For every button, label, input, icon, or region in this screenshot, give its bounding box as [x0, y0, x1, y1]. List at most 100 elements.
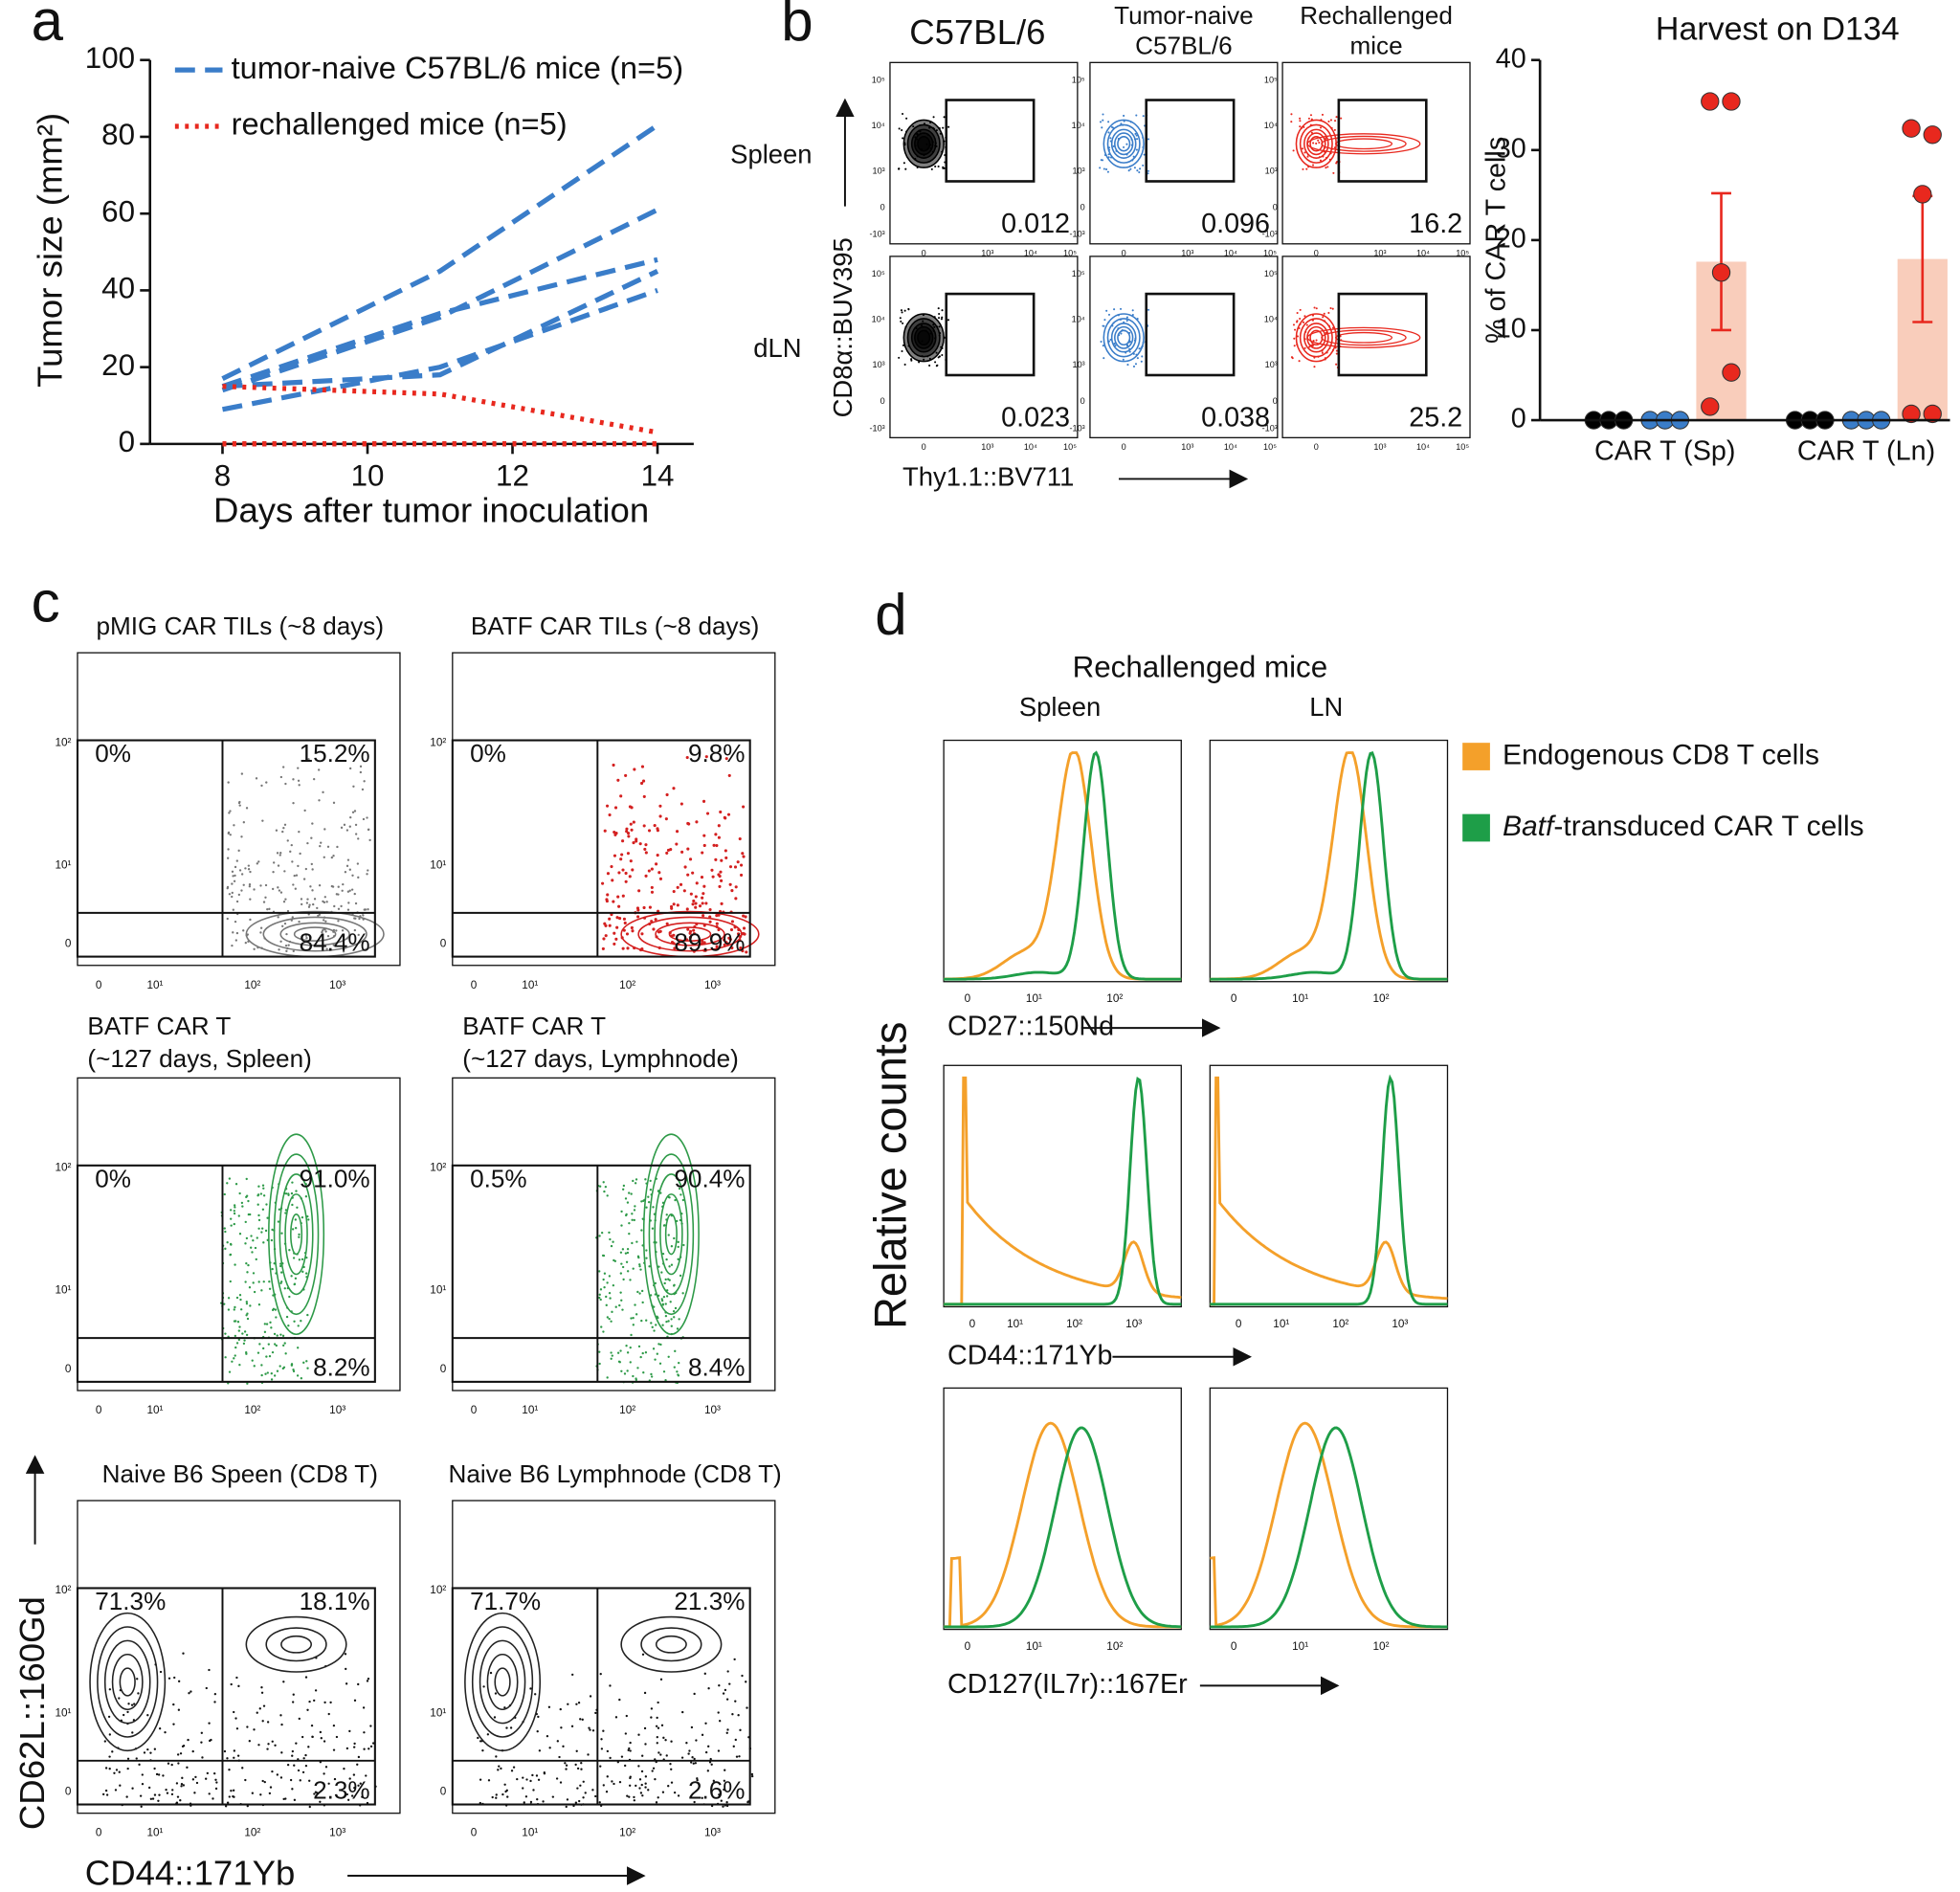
event-dot — [234, 865, 237, 869]
event-dot — [248, 1286, 252, 1289]
event-dot — [620, 1299, 623, 1302]
event-dot — [146, 1714, 149, 1717]
event-dot — [268, 907, 271, 910]
event-dot — [319, 1730, 323, 1734]
event-dot — [663, 1281, 666, 1285]
event-dot — [364, 908, 368, 911]
event-dot — [301, 1770, 305, 1774]
event-dot — [346, 858, 350, 861]
event-dot — [257, 1744, 260, 1747]
event-dot — [280, 1751, 283, 1754]
event-dot — [609, 1684, 612, 1687]
event-dot — [346, 890, 350, 893]
event-dot — [318, 883, 322, 887]
event-dot — [253, 1290, 256, 1294]
event-dot — [335, 929, 338, 932]
event-dot — [574, 1763, 577, 1767]
event-dot — [599, 1672, 602, 1676]
event-dot — [368, 1747, 370, 1750]
event-dot — [621, 868, 625, 872]
event-dot — [644, 1786, 647, 1789]
event-dot — [257, 1213, 260, 1217]
event-dot — [672, 889, 676, 894]
event-dot — [301, 1735, 304, 1739]
event-dot — [300, 898, 303, 901]
event-dot — [248, 1740, 251, 1743]
event-dot — [279, 1333, 282, 1336]
data-point — [1902, 404, 1921, 424]
event-dot — [555, 1777, 559, 1780]
event-dot — [1303, 315, 1306, 318]
gate-percent: 0% — [95, 739, 131, 768]
tick-label: 10² — [244, 1827, 260, 1839]
event-dot — [348, 767, 352, 770]
event-dot — [626, 1201, 630, 1204]
event-dot — [598, 1293, 601, 1297]
event-dot — [649, 1189, 653, 1191]
tick-label: 0 — [65, 1786, 72, 1798]
event-dot — [1109, 137, 1112, 140]
event-dot — [240, 889, 243, 892]
event-dot — [271, 1740, 274, 1743]
data-line — [221, 256, 658, 390]
event-dot — [633, 1209, 636, 1212]
event-dot — [125, 1795, 128, 1798]
tick-label: 10⁵ — [1063, 442, 1077, 452]
event-dot — [702, 843, 706, 848]
event-dot — [681, 1198, 685, 1202]
event-dot — [664, 817, 668, 821]
event-dot — [234, 1183, 238, 1186]
event-dot — [298, 830, 301, 834]
event-dot — [326, 934, 330, 938]
event-dot — [337, 885, 340, 888]
event-dot — [1322, 316, 1325, 319]
event-dot — [359, 770, 363, 774]
event-dot — [635, 1313, 638, 1316]
event-dot — [591, 1729, 595, 1732]
event-dot — [253, 888, 256, 891]
event-dot — [345, 829, 349, 832]
row-label: dLN — [753, 333, 801, 363]
event-dot — [575, 1703, 578, 1705]
event-dot — [701, 851, 704, 855]
event-dot — [249, 1304, 252, 1307]
event-dot — [683, 865, 687, 869]
legend-label-text: -transduced CAR T cells — [1553, 811, 1863, 842]
event-dot — [273, 1332, 277, 1336]
event-dot — [239, 1298, 242, 1302]
legend-label: rechallenged mice (n=5) — [232, 106, 568, 142]
event-dot — [1099, 121, 1102, 123]
event-dot — [305, 901, 309, 904]
event-dot — [297, 864, 300, 868]
event-dot — [243, 1330, 247, 1333]
event-dot — [1299, 317, 1302, 321]
event-dot — [308, 1700, 311, 1703]
event-dot — [261, 1720, 264, 1723]
event-dot — [296, 1374, 300, 1377]
tick-label: 0 — [471, 1404, 478, 1416]
event-dot — [712, 1779, 715, 1782]
event-dot — [256, 1194, 259, 1197]
event-dot — [200, 1741, 203, 1744]
event-dot — [619, 1251, 623, 1254]
event-dot — [228, 1177, 232, 1180]
event-dot — [612, 942, 616, 946]
event-dot — [677, 1373, 679, 1376]
event-dot — [205, 1686, 208, 1690]
event-dot — [347, 901, 350, 904]
event-dot — [1335, 349, 1338, 352]
event-dot — [680, 850, 684, 854]
event-dot — [357, 933, 360, 937]
legend-label-text: Endogenous CD8 T cells — [1503, 739, 1819, 770]
event-dot — [625, 932, 630, 936]
event-dot — [626, 1794, 629, 1797]
event-dot — [252, 1239, 255, 1242]
event-dot — [284, 1797, 287, 1800]
event-dot — [689, 1795, 693, 1798]
gate — [451, 1587, 751, 1806]
event-dot — [621, 1265, 625, 1269]
event-dot — [235, 900, 239, 903]
y-tick-label: 30 — [1496, 133, 1526, 164]
histogram-curve — [1210, 750, 1448, 981]
event-dot — [734, 1700, 737, 1703]
